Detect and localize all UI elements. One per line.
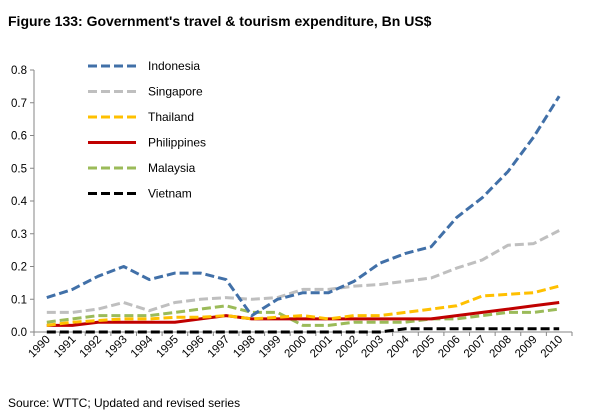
x-tick-label: 2001 [308, 334, 335, 361]
y-tick-label: 0.7 [11, 98, 27, 110]
x-tick-label: 2003 [359, 334, 386, 361]
x-tick-label: 2006 [436, 334, 463, 361]
legend-label-malaysia: Malaysia [148, 161, 196, 175]
x-tick-label: 1993 [103, 334, 130, 361]
x-tick-label: 1991 [52, 334, 79, 361]
y-tick-label: 0.3 [11, 229, 27, 241]
legend-label-indonesia: Indonesia [148, 59, 200, 73]
x-tick-label: 2010 [539, 334, 566, 361]
x-tick-label: 2002 [334, 334, 361, 361]
y-tick-label: 0.5 [11, 163, 27, 175]
source-note: Source: WTTC; Updated and revised series [8, 396, 241, 410]
x-tick-label: 2007 [462, 334, 489, 361]
y-tick-label: 0.6 [11, 131, 27, 143]
x-tick-label: 1999 [257, 334, 284, 361]
figure-title: Figure 133: Government's travel & touris… [8, 13, 432, 29]
x-tick-label: 2000 [283, 334, 310, 361]
y-tick-label: 0.8 [11, 65, 27, 77]
series-line-thailand [46, 284, 560, 327]
x-tick-label: 1996 [180, 334, 207, 361]
x-tick-label: 1992 [78, 334, 105, 361]
plot-lines [46, 95, 561, 334]
series-line-malaysia [46, 304, 560, 327]
x-tick-label: 1990 [26, 334, 53, 361]
y-tick-label: 0.2 [11, 262, 27, 274]
x-tick-label: 1995 [154, 334, 181, 361]
x-axis: 1990 1991 1992 1993 1994 1995 1996 1997 1998 1999… [26, 331, 573, 361]
x-tick-label: 1994 [129, 333, 156, 360]
series-line-singapore [46, 229, 560, 314]
series-line-indonesia [46, 95, 561, 318]
x-tick-label: 2004 [385, 333, 412, 360]
y-tick-label: 0.4 [11, 196, 28, 208]
series-line-philippines [46, 301, 560, 327]
series-line-vietnam [46, 327, 560, 334]
x-tick-label: 1997 [206, 334, 233, 361]
legend: Indonesia Singapore Thailand Philippines Mal… [88, 59, 206, 201]
legend-label-thailand: Thailand [148, 110, 194, 124]
x-tick-label: 2005 [411, 334, 438, 361]
y-tick-label: 0.1 [11, 294, 27, 306]
x-tick-label: 2009 [513, 334, 540, 361]
x-tick-label: 1998 [231, 334, 258, 361]
y-axis: 0.0 0.1 0.2 0.3 0.4 0.5 0.6 0.7 0.8 [11, 65, 35, 339]
legend-label-philippines: Philippines [148, 136, 206, 150]
legend-label-vietnam: Vietnam [148, 187, 192, 201]
legend-label-singapore: Singapore [148, 85, 203, 99]
x-tick-label: 2008 [487, 334, 514, 361]
y-tick-label: 0.0 [11, 327, 27, 339]
